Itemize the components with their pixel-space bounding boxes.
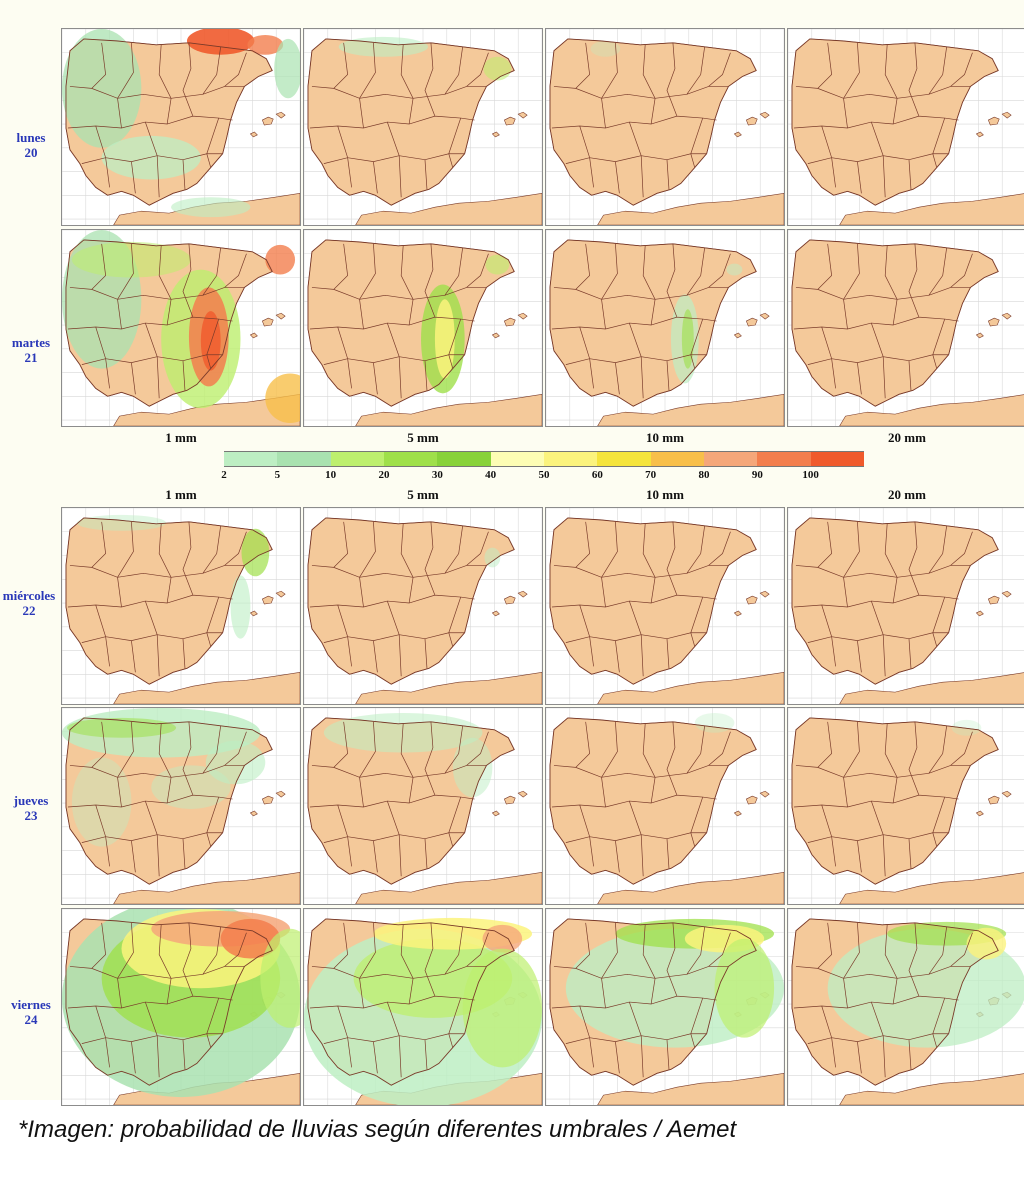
map-miércoles-1mm: [61, 507, 301, 705]
scale-tick-label: 5: [274, 469, 281, 481]
scale-tick-label: 40: [485, 469, 497, 481]
day-label-miercoles: miércoles 22: [2, 588, 56, 618]
scale-tick-label: 60: [591, 469, 603, 481]
scale-swatch: [704, 451, 758, 467]
map-martes-20mm: [787, 229, 1024, 427]
map-viernes-10mm: [545, 908, 785, 1106]
scale-tick-label: 90: [751, 469, 763, 481]
scale-swatch: [544, 451, 598, 467]
map-martes-5mm: [303, 229, 543, 427]
map-jueves-1mm: [61, 707, 301, 905]
scale-tick-label: 10: [325, 469, 337, 481]
scale-tick-label: 50: [538, 469, 550, 481]
map-viernes-1mm: [61, 908, 301, 1106]
map-lunes-10mm: [545, 28, 785, 226]
threshold-label-10mm: 10 mm: [646, 430, 684, 445]
day-label-jueves: jueves 23: [13, 793, 49, 823]
scale-swatch: [810, 451, 865, 467]
threshold-label-5mm: 5 mm: [407, 430, 439, 445]
map-jueves-10mm: [545, 707, 785, 905]
forecast-panel: lunes 20 martes 21 miércoles 22 jueves 23 vi…: [0, 0, 1024, 1106]
day-label-lunes: lunes 20: [16, 130, 46, 160]
scale-tick-label: 70: [645, 469, 657, 481]
map-martes-1mm: [61, 229, 301, 427]
map-lunes-20mm: [787, 28, 1024, 226]
map-miércoles-5mm: [303, 507, 543, 705]
day-label-viernes: viernes 24: [11, 997, 51, 1027]
scale-tick-label: 80: [698, 469, 710, 481]
scale-tick-label: 30: [431, 469, 443, 481]
scale-swatch: [384, 451, 438, 467]
map-lunes-1mm: [61, 28, 301, 226]
map-viernes-5mm: [303, 908, 543, 1106]
scale-swatch: [277, 451, 332, 467]
scale-swatch: [330, 451, 385, 467]
scale-swatch: [597, 451, 652, 467]
scale-swatch: [650, 451, 705, 467]
scale-tick-label: 20: [378, 469, 390, 481]
scale-swatch: [490, 451, 545, 467]
map-jueves-5mm: [303, 707, 543, 905]
image-caption: *Imagen: probabilidad de lluvias según d…: [18, 1116, 737, 1143]
map-jueves-20mm: [787, 707, 1024, 905]
map-miércoles-20mm: [787, 507, 1024, 705]
threshold-label-1mm: 1 mm: [165, 430, 197, 445]
threshold-label-1mm-lower: 1 mm: [165, 487, 197, 502]
map-miércoles-10mm: [545, 507, 785, 705]
threshold-label-20mm-lower: 20 mm: [888, 487, 926, 502]
map-viernes-20mm: [787, 908, 1024, 1106]
scale-tick-label: 2: [221, 469, 227, 481]
scale-tick-label: 100: [802, 469, 819, 481]
day-label-martes: martes 21: [11, 335, 51, 365]
map-lunes-5mm: [303, 28, 543, 226]
threshold-label-10mm-lower: 10 mm: [646, 487, 684, 502]
scale-swatch: [437, 451, 492, 467]
scale-swatch: [757, 451, 812, 467]
threshold-label-5mm-lower: 5 mm: [407, 487, 439, 502]
threshold-label-20mm: 20 mm: [888, 430, 926, 445]
scale-swatch: [224, 451, 278, 467]
map-martes-10mm: [545, 229, 785, 427]
